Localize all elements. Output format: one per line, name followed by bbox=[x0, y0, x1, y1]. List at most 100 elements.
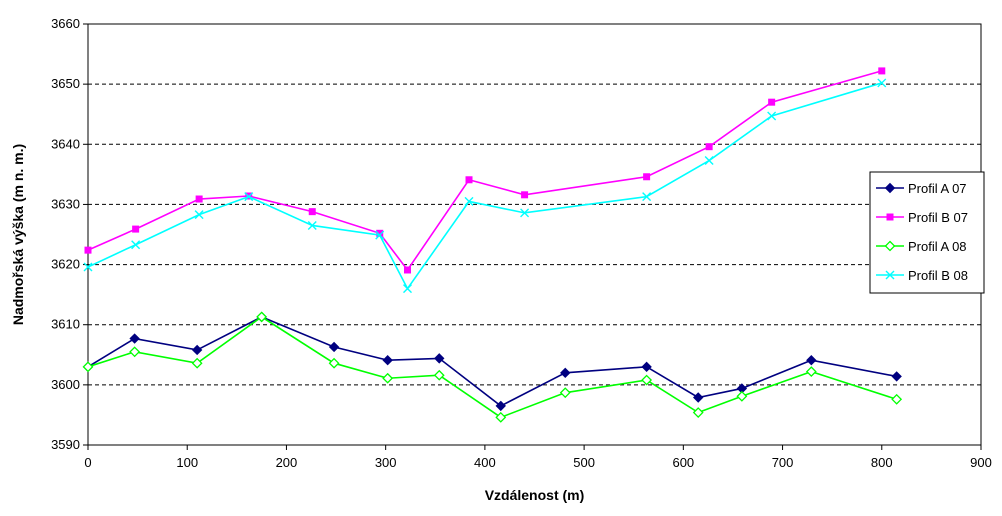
marker-stroke bbox=[131, 240, 141, 250]
x-tick-label: 900 bbox=[970, 455, 992, 470]
data-point-profil-b-08 bbox=[131, 240, 141, 250]
legend-label: Profil A 07 bbox=[908, 181, 967, 196]
data-point-profil-b-08 bbox=[403, 284, 412, 294]
legend-marker bbox=[884, 240, 896, 252]
y-tick-label: 3590 bbox=[51, 437, 80, 452]
data-point-profil-b-07 bbox=[768, 98, 776, 106]
data-point-profil-b-07 bbox=[705, 143, 713, 151]
data-point-profil-b-07 bbox=[403, 266, 411, 274]
data-point-profil-a-08 bbox=[129, 346, 141, 358]
legend: Profil A 07 Profil B 07 Profil A 08 Profil … bbox=[869, 171, 985, 294]
series-profil-a-07 bbox=[82, 311, 902, 412]
legend-box bbox=[869, 171, 985, 294]
data-point-profil-b-08 bbox=[704, 156, 714, 166]
data-point-profil-a-08 bbox=[82, 361, 94, 373]
data-point-profil-b-08 bbox=[767, 111, 777, 121]
legend-label: Profil B 08 bbox=[908, 268, 968, 283]
series-lines bbox=[82, 67, 903, 423]
marker-stroke bbox=[244, 192, 254, 202]
data-point-profil-b-08 bbox=[375, 230, 385, 240]
x-tick-label: 100 bbox=[176, 455, 198, 470]
data-point-profil-b-07 bbox=[878, 67, 886, 75]
data-point-profil-b-07 bbox=[521, 191, 529, 199]
legend-marker bbox=[885, 270, 895, 280]
series-profil-b-07 bbox=[84, 67, 886, 274]
series-line-profil-a-07 bbox=[87, 316, 897, 407]
marker-stroke bbox=[307, 220, 317, 230]
data-point-profil-b-07 bbox=[643, 173, 651, 181]
data-point-profil-a-07 bbox=[641, 361, 652, 373]
series-profil-b-08 bbox=[83, 78, 887, 294]
y-tick-label: 3640 bbox=[51, 136, 80, 151]
data-point-profil-a-07 bbox=[434, 353, 445, 364]
data-point-profil-b-08 bbox=[83, 262, 93, 272]
legend-label: Profil A 08 bbox=[908, 239, 967, 254]
y-tick-label: 3600 bbox=[51, 377, 80, 392]
grid-lines bbox=[88, 83, 981, 386]
marker-stroke bbox=[194, 210, 204, 220]
series-line-profil-b-07 bbox=[87, 70, 882, 272]
x-tick-label: 500 bbox=[573, 455, 595, 470]
x-tick-label: 300 bbox=[375, 455, 397, 470]
data-point-profil-a-07 bbox=[495, 400, 506, 412]
data-point-profil-b-07 bbox=[195, 195, 203, 203]
data-point-profil-a-08 bbox=[805, 366, 817, 378]
data-point-profil-a-08 bbox=[495, 411, 507, 423]
marker-stroke bbox=[885, 270, 895, 280]
data-point-profil-a-07 bbox=[328, 341, 340, 353]
data-point-profil-a-08 bbox=[692, 407, 704, 418]
data-point-profil-b-08 bbox=[642, 192, 652, 202]
data-point-profil-a-07 bbox=[693, 392, 704, 403]
x-tick-label: 400 bbox=[474, 455, 496, 470]
data-point-profil-a-08 bbox=[256, 311, 268, 323]
x-tick-label: 0 bbox=[84, 455, 91, 470]
data-point-profil-a-07 bbox=[806, 354, 817, 366]
legend-item: Profil B 07 bbox=[876, 210, 968, 225]
x-tick-label: 600 bbox=[672, 455, 694, 470]
data-point-profil-a-08 bbox=[641, 374, 653, 386]
legend-label: Profil B 07 bbox=[908, 210, 968, 225]
data-point-profil-a-08 bbox=[736, 390, 748, 402]
data-point-profil-b-08 bbox=[464, 196, 474, 206]
marker-stroke bbox=[642, 192, 652, 202]
data-point-profil-a-07 bbox=[191, 344, 203, 356]
data-point-profil-b-07 bbox=[308, 208, 316, 216]
legend-item: Profil A 07 bbox=[876, 181, 967, 196]
y-tick-label: 3620 bbox=[51, 257, 80, 272]
marker-stroke bbox=[375, 230, 385, 240]
data-point-profil-b-08 bbox=[307, 220, 317, 230]
data-point-profil-b-08 bbox=[520, 208, 530, 218]
data-point-profil-b-08 bbox=[244, 192, 254, 202]
data-point-profil-a-07 bbox=[129, 333, 140, 344]
data-point-profil-a-08 bbox=[891, 393, 903, 405]
marker-stroke bbox=[767, 111, 777, 121]
series-line-profil-b-08 bbox=[87, 82, 883, 291]
data-point-profil-a-07 bbox=[382, 354, 393, 366]
series-profil-a-08 bbox=[82, 311, 903, 423]
marker-stroke bbox=[520, 208, 530, 218]
data-point-profil-b-07 bbox=[84, 246, 92, 254]
x-tick-label: 200 bbox=[276, 455, 298, 470]
legend-marker bbox=[886, 213, 894, 221]
series-line-profil-a-08 bbox=[87, 315, 897, 419]
legend-marker bbox=[884, 182, 896, 194]
marker-stroke bbox=[83, 262, 93, 272]
x-axis-title: Vzdálenost (m) bbox=[485, 487, 585, 503]
data-point-profil-a-08 bbox=[382, 372, 394, 384]
data-point-profil-a-08 bbox=[328, 357, 340, 369]
data-point-profil-a-07 bbox=[891, 371, 902, 382]
data-point-profil-b-07 bbox=[465, 176, 473, 184]
data-point-profil-b-08 bbox=[194, 210, 204, 220]
data-point-profil-a-08 bbox=[191, 357, 203, 369]
y-axis-title: Nadmořská výška (m n. m.) bbox=[10, 144, 26, 325]
data-point-profil-b-07 bbox=[132, 225, 140, 233]
y-tick-label: 3660 bbox=[51, 16, 80, 31]
data-point-profil-a-08 bbox=[559, 387, 571, 399]
y-tick-label: 3610 bbox=[51, 317, 80, 332]
data-point-profil-a-08 bbox=[433, 369, 445, 381]
marker-stroke bbox=[403, 284, 412, 294]
axis-ticks: 3590 3600 3610 3620 3630 3640 3650 3660 0 100 200 3… bbox=[51, 16, 992, 470]
y-tick-label: 3630 bbox=[51, 196, 80, 211]
data-point-profil-b-08 bbox=[877, 78, 887, 88]
